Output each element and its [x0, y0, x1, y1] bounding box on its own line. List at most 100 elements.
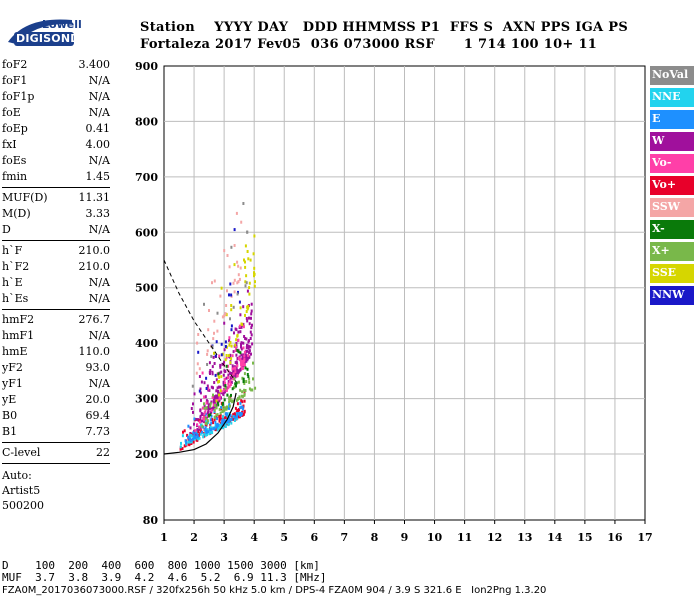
data-point	[237, 397, 239, 401]
data-point	[219, 416, 222, 420]
param-key: foF1	[2, 74, 28, 87]
data-point	[217, 385, 220, 389]
data-point	[241, 356, 244, 360]
param-row-mufd: MUF(D) 11.31	[2, 191, 110, 207]
data-point	[220, 375, 223, 379]
data-point	[250, 388, 253, 392]
data-point	[213, 319, 216, 323]
x-tick-label: 10	[427, 531, 443, 544]
data-point	[240, 364, 243, 368]
data-point	[252, 377, 254, 381]
data-point	[192, 431, 195, 435]
data-point	[254, 280, 256, 284]
data-point	[224, 369, 227, 373]
param-row-fxi: fxI 4.00	[2, 138, 110, 154]
data-point	[229, 317, 231, 321]
param-key: M(D)	[2, 207, 31, 220]
data-point	[211, 395, 214, 399]
data-point	[230, 357, 233, 361]
data-point	[203, 402, 205, 406]
autoscaling-auto: Auto:	[2, 469, 32, 482]
data-point	[206, 419, 209, 423]
data-point	[237, 369, 240, 373]
data-point	[216, 401, 219, 405]
data-point	[222, 388, 225, 392]
data-point	[232, 281, 235, 285]
data-point	[222, 382, 225, 386]
data-point	[237, 371, 239, 375]
header-row-2: Fortaleza 2017 Fev05 036 073000 RSF 1 71…	[140, 37, 598, 52]
data-point	[234, 382, 237, 386]
data-point	[206, 384, 209, 388]
data-point	[229, 414, 232, 417]
param-row-md: M(D) 3.33	[2, 207, 110, 223]
data-point	[211, 365, 214, 369]
data-point	[217, 380, 220, 384]
data-point	[229, 399, 232, 403]
param-row-fmin: fmin 1.45	[2, 170, 110, 186]
x-tick-label: 7	[341, 531, 349, 544]
data-point	[186, 433, 189, 437]
data-point	[203, 395, 206, 399]
data-point	[207, 408, 210, 412]
data-point	[254, 386, 257, 390]
data-point	[249, 345, 252, 349]
data-point	[236, 374, 239, 378]
data-point	[235, 398, 238, 402]
data-point	[233, 377, 236, 381]
data-point	[216, 386, 219, 390]
param-value: N/A	[88, 292, 110, 305]
data-point	[240, 399, 243, 403]
data-point	[218, 354, 221, 358]
data-point	[204, 426, 207, 430]
data-point	[215, 428, 218, 432]
data-point	[209, 423, 212, 427]
data-point	[210, 414, 213, 418]
data-point	[242, 394, 244, 398]
data-point	[246, 349, 249, 353]
data-point	[214, 396, 217, 400]
data-point	[242, 413, 245, 417]
data-point	[226, 412, 228, 416]
data-point	[236, 412, 239, 416]
data-point	[236, 292, 239, 296]
data-point	[212, 337, 215, 341]
series-x-	[207, 348, 250, 417]
data-point	[192, 402, 194, 406]
param-key: B0	[2, 409, 18, 422]
data-point	[230, 324, 233, 328]
data-point	[221, 422, 224, 426]
data-point	[199, 408, 202, 412]
data-point	[239, 351, 242, 355]
data-point	[247, 257, 250, 261]
data-point	[225, 313, 228, 317]
data-point	[224, 416, 227, 419]
data-point	[199, 387, 202, 391]
data-point	[212, 427, 215, 431]
data-point	[197, 333, 200, 336]
series-nnw	[197, 228, 241, 393]
data-point	[207, 406, 210, 410]
data-point	[219, 426, 222, 430]
data-point	[223, 407, 226, 411]
data-point	[201, 371, 204, 375]
data-point	[231, 415, 234, 419]
data-point	[241, 390, 244, 394]
data-point	[199, 391, 202, 395]
data-point	[197, 350, 200, 354]
data-point	[198, 427, 201, 431]
data-point	[245, 346, 248, 349]
x-tick-label: 12	[487, 531, 502, 544]
data-point	[244, 260, 246, 264]
data-point	[208, 309, 210, 312]
data-point	[224, 312, 227, 316]
data-point	[218, 397, 221, 401]
data-point	[187, 442, 190, 446]
param-row-foep: foEp 0.41	[2, 122, 110, 138]
data-point	[238, 408, 240, 411]
data-point	[245, 317, 248, 320]
series-ssw	[195, 211, 243, 375]
data-point	[209, 404, 212, 408]
data-point	[240, 342, 242, 346]
data-point	[198, 425, 201, 429]
